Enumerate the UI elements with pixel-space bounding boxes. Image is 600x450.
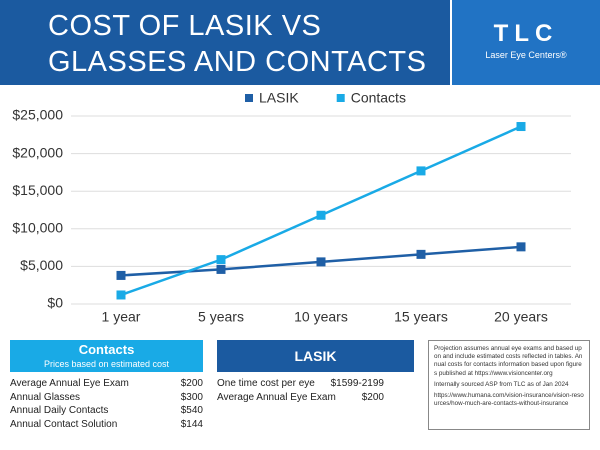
x-tick-label: 1 year bbox=[102, 309, 141, 325]
x-tick-label: 10 years bbox=[294, 309, 348, 325]
logo-subtitle: Laser Eye Centers® bbox=[485, 50, 567, 60]
contacts-header: Contacts Prices based on estimated cost bbox=[10, 340, 203, 372]
table-row: Average Annual Eye Exam $200 bbox=[10, 378, 203, 392]
chart: $0 $5,000 $10,000 $15,000 $20,000 $25,000 1 ye… bbox=[12, 90, 571, 325]
y-tick-label: $10,000 bbox=[12, 220, 63, 236]
table-row: One time cost per eye $1599-2199 bbox=[217, 378, 384, 392]
note: https://www.humana.com/vision-insurance/… bbox=[434, 391, 584, 408]
point-marker bbox=[116, 290, 126, 300]
point-marker bbox=[416, 166, 426, 176]
row-value: $200 bbox=[180, 378, 203, 389]
point-marker bbox=[516, 122, 526, 132]
contacts-table: Average Annual Eye Exam $200 Annual Glasse… bbox=[10, 378, 203, 432]
row-value: $1599-2199 bbox=[330, 378, 384, 389]
y-tick-label: $20,000 bbox=[12, 144, 63, 160]
row-label: Annual Contact Solution bbox=[10, 418, 118, 430]
row-value: $144 bbox=[180, 418, 203, 430]
header-bar: COST OF LASIK VS GLASSES AND CONTACTS bbox=[0, 0, 450, 85]
row-label: Average Annual Eye Exam bbox=[10, 378, 129, 389]
legend-label: Contacts bbox=[351, 90, 406, 106]
row-label: Annual Daily Contacts bbox=[10, 405, 109, 416]
table-row: Annual Daily Contacts $540 bbox=[10, 405, 203, 419]
point-marker bbox=[216, 264, 226, 274]
row-value: $540 bbox=[180, 405, 203, 416]
point-marker bbox=[116, 270, 126, 280]
lasik-title: LASIK bbox=[294, 348, 337, 364]
x-tick-label: 5 years bbox=[198, 309, 244, 325]
legend-label: LASIK bbox=[259, 90, 299, 106]
table-row: Annual Contact Solution $144 bbox=[10, 419, 203, 433]
title-line: GLASSES AND CONTACTS bbox=[48, 46, 427, 78]
x-tick-label: 15 years bbox=[394, 309, 448, 325]
y-tick-label: $15,000 bbox=[12, 182, 63, 198]
series-line bbox=[120, 125, 522, 297]
logo-text: TLC bbox=[493, 20, 559, 47]
legend-marker bbox=[245, 94, 253, 102]
row-label: Annual Glasses bbox=[10, 391, 81, 403]
legend-marker bbox=[336, 94, 345, 102]
y-tick-label: $25,000 bbox=[12, 107, 63, 123]
point-marker bbox=[316, 257, 326, 267]
point-marker bbox=[216, 255, 226, 265]
x-tick-label: 20 years bbox=[494, 309, 548, 325]
y-tick-label: $0 bbox=[47, 295, 63, 311]
contacts-subtitle: Prices based on estimated cost bbox=[43, 359, 170, 369]
row-label: Average Annual Eye Exam bbox=[217, 391, 336, 403]
contacts-title: Contacts bbox=[78, 342, 135, 357]
row-label: One time cost per eye bbox=[217, 378, 315, 389]
table-row: Average Annual Eye Exam $200 bbox=[217, 392, 384, 406]
y-tick-label: $5,000 bbox=[20, 257, 63, 273]
point-marker bbox=[316, 210, 326, 220]
point-marker bbox=[416, 249, 426, 259]
lasik-header: LASIK bbox=[217, 340, 414, 372]
note: Internally sourced ASP from TLC as of Ja… bbox=[434, 380, 569, 388]
table-row: Annual Glasses $300 bbox=[10, 392, 203, 406]
logo: TLC Laser Eye Centers® bbox=[452, 0, 600, 85]
notes: Projection assumes annual eye exams and … bbox=[428, 340, 590, 430]
lasik-table: One time cost per eye $1599-2199 Average A… bbox=[217, 378, 384, 405]
point-marker bbox=[516, 242, 526, 252]
note: Projection assumes annual eye exams and … bbox=[434, 345, 583, 377]
row-value: $200 bbox=[361, 391, 384, 403]
row-value: $300 bbox=[180, 391, 203, 403]
title-line: COST OF LASIK VS bbox=[48, 10, 322, 42]
